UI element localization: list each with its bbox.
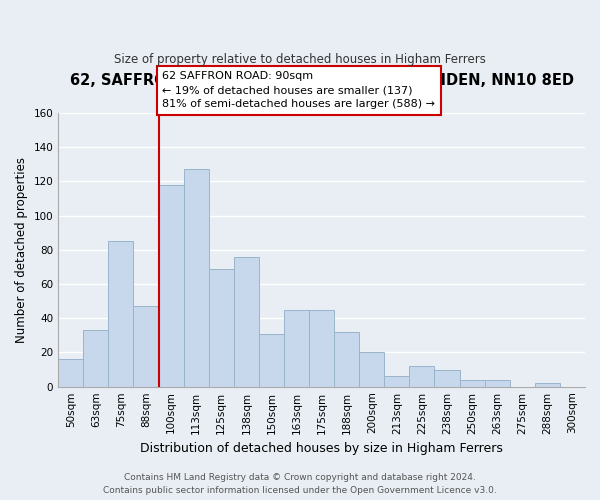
X-axis label: Distribution of detached houses by size in Higham Ferrers: Distribution of detached houses by size … (140, 442, 503, 455)
Bar (259, 334, 284, 386)
Title: 62, SAFFRON ROAD, HIGHAM FERRERS, RUSHDEN, NN10 8ED: 62, SAFFRON ROAD, HIGHAM FERRERS, RUSHDE… (70, 73, 574, 88)
Bar (284, 310, 309, 386)
Bar (209, 268, 234, 386)
Bar (133, 306, 158, 386)
Bar (434, 370, 460, 386)
Bar (485, 380, 510, 386)
Bar (83, 330, 109, 386)
Bar (109, 241, 133, 386)
Bar (359, 352, 385, 386)
Bar (535, 384, 560, 386)
Bar (158, 184, 184, 386)
Bar (460, 380, 485, 386)
Bar (234, 256, 259, 386)
Text: 62 SAFFRON ROAD: 90sqm
← 19% of detached houses are smaller (137)
81% of semi-de: 62 SAFFRON ROAD: 90sqm ← 19% of detached… (162, 72, 435, 110)
Text: Contains HM Land Registry data © Crown copyright and database right 2024.
Contai: Contains HM Land Registry data © Crown c… (103, 474, 497, 495)
Bar (409, 366, 434, 386)
Bar (309, 310, 334, 386)
Text: Size of property relative to detached houses in Higham Ferrers: Size of property relative to detached ho… (114, 52, 486, 66)
Bar (334, 332, 359, 386)
Bar (385, 376, 409, 386)
Bar (58, 360, 83, 386)
Bar (184, 170, 209, 386)
Y-axis label: Number of detached properties: Number of detached properties (15, 156, 28, 342)
